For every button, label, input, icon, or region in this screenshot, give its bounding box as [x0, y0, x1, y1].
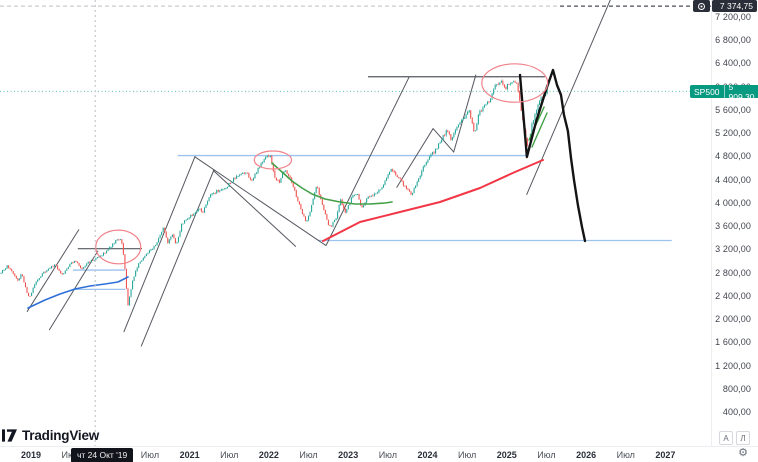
- time-tick-label-июл: Июл: [378, 450, 397, 460]
- channel-2022-lower[interactable]: [212, 169, 297, 247]
- price-tick-label: 4 400,00: [715, 174, 751, 185]
- price-tick-label: 5 200,00: [715, 128, 751, 139]
- top-circle-2020[interactable]: [95, 229, 142, 265]
- price-tick-label: 4 800,00: [715, 151, 751, 162]
- channel-2020-lower[interactable]: [140, 169, 215, 347]
- trendline-2026-upper[interactable]: [526, 0, 613, 195]
- last-price-label: 5 909,30: [724, 85, 758, 98]
- time-tick-label-2019: 2019: [20, 450, 42, 460]
- time-tick-label-2025: 2025: [496, 450, 517, 460]
- price-tick-label: 4 000,00: [715, 197, 751, 208]
- channel-2019-upper[interactable]: [26, 229, 80, 313]
- price-tick-label: 7 200,00: [715, 11, 751, 22]
- price-tick-label: 1 600,00: [715, 337, 751, 348]
- symbol-label: SP500: [690, 85, 725, 98]
- wave-zigzag-2024[interactable]: [396, 74, 477, 188]
- price-tick-label: 5 600,00: [715, 104, 751, 115]
- time-tick-label-2023: 2023: [338, 450, 359, 460]
- candlestick-series[interactable]: [0, 79, 548, 306]
- price-tick-label: 2 400,00: [715, 290, 751, 301]
- log-scale-button[interactable]: Л: [736, 431, 750, 445]
- time-tick-label-июл: Июл: [140, 450, 160, 460]
- projection-black[interactable]: [518, 68, 587, 243]
- target-price-label: 7 374,75: [712, 0, 757, 12]
- channel-2019-lower[interactable]: [48, 250, 99, 331]
- top-circle-2025[interactable]: [481, 63, 549, 103]
- trendline-2023-rally[interactable]: [325, 76, 410, 246]
- target-price-badge[interactable]: 7 374,75: [693, 0, 757, 12]
- time-tick-label-июл: Июл: [299, 450, 318, 460]
- price-tick-label: 1 200,00: [715, 360, 751, 371]
- time-tick-label-июл: Июл: [220, 450, 239, 460]
- time-axis-separator: [0, 446, 758, 447]
- price-tick-label: 2 800,00: [715, 267, 751, 278]
- channel-green-b[interactable]: [531, 112, 548, 148]
- price-tick-label: 2 000,00: [715, 314, 751, 325]
- time-tick-label-2026: 2026: [576, 450, 597, 460]
- price-tick-label: 3 600,00: [715, 221, 751, 232]
- channel-2022-upper[interactable]: [194, 156, 327, 247]
- price-tick-label: 800,00: [722, 383, 751, 394]
- price-tick-label: 3 200,00: [715, 244, 751, 255]
- time-tick-label-июл: Июл: [537, 450, 556, 460]
- trend-red[interactable]: [322, 159, 544, 242]
- time-axis[interactable]: 2019Июл2020Июл2021Июл2022Июл2023Июл2024И…: [0, 446, 711, 462]
- time-tick-label-2027: 2027: [655, 450, 676, 460]
- tradingview-logo-text: TradingView: [22, 428, 100, 443]
- price-axis-separator: [711, 0, 712, 446]
- time-tick-label-июл: Июл: [616, 450, 635, 460]
- ma-green[interactable]: [271, 162, 393, 205]
- axis-mode-buttons: А Л: [719, 431, 750, 445]
- auto-scale-button[interactable]: А: [719, 431, 733, 445]
- time-tick-label-2022: 2022: [258, 450, 279, 460]
- time-tick-label-2024: 2024: [417, 450, 438, 460]
- price-axis[interactable]: 7 200,006 800,006 400,006 000,005 600,00…: [712, 0, 758, 446]
- price-tick-label: 6 800,00: [715, 35, 751, 46]
- ma-blue[interactable]: [27, 276, 129, 309]
- time-tick-label-июл: Июл: [48, 450, 94, 460]
- price-tick-label: 400,00: [722, 407, 751, 418]
- channel-2020-upper[interactable]: [123, 155, 196, 333]
- crosshair-date-badge: чт 24 Окт '19: [71, 448, 134, 462]
- tradingview-logo[interactable]: TradingView: [2, 428, 99, 443]
- time-tick-label-2021: 2021: [179, 450, 200, 460]
- gear-icon[interactable]: ⚙: [738, 447, 748, 459]
- eye-icon[interactable]: [693, 0, 710, 12]
- tradingview-logo-mark: [2, 429, 17, 442]
- price-tick-label: 6 400,00: [715, 58, 751, 69]
- symbol-price-badge: SP500 5 909,30: [690, 85, 758, 98]
- top-circle-2022[interactable]: [253, 150, 293, 170]
- time-tick-label-июл: Июл: [458, 450, 477, 460]
